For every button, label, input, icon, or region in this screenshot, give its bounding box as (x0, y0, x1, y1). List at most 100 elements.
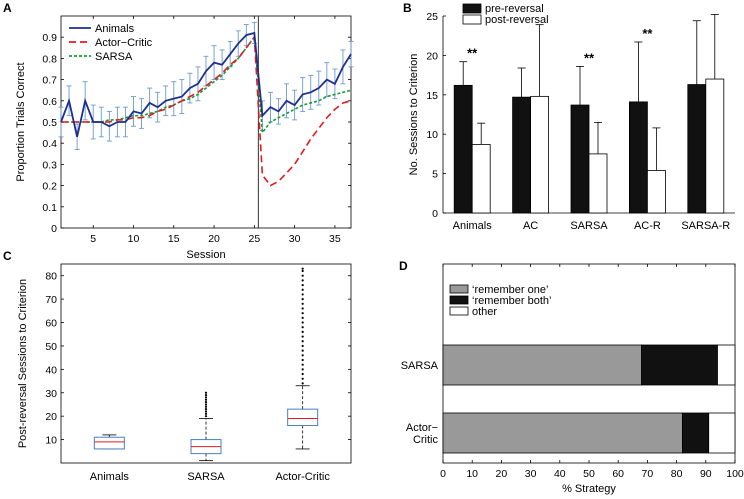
outlier (301, 267, 304, 270)
panel-d: D 0 10 20 30 40 50 60 70 80 90 100 % Strategy SARSA Ac… (399, 259, 744, 495)
outlier (204, 415, 208, 418)
legend-swatch (462, 3, 482, 14)
panel-letter-c: C (3, 249, 12, 263)
bar-post-reversal (471, 144, 491, 214)
x-tick-label: 30 (525, 468, 537, 480)
legend-label: Actor−Critic (95, 37, 153, 49)
x-tick-label: SARSA-R (681, 220, 730, 232)
outlier (301, 335, 304, 338)
panel-letter-a: A (3, 1, 12, 15)
significance-marker: ** (467, 46, 478, 61)
y-tick-label: 60 (45, 318, 57, 330)
y-tick-label: 20 (426, 50, 438, 62)
outlier (204, 401, 208, 404)
outlier (301, 302, 304, 305)
outlier (204, 394, 208, 397)
x-tick-label: 20 (208, 233, 220, 245)
x-tick-label: 30 (289, 233, 301, 245)
x-tick-label: AC (523, 220, 538, 232)
y-tick-label: 0.5 (42, 117, 57, 129)
series-line-animals (60, 31, 352, 138)
legend-label: post-reversal (485, 14, 549, 26)
outlier (301, 321, 304, 324)
panel-letter-b: B (403, 1, 412, 15)
outlier (301, 307, 304, 310)
y-tick-label: 0.1 (42, 202, 57, 214)
outlier (301, 358, 304, 362)
x-tick-label: 20 (496, 468, 508, 480)
outlier (204, 403, 208, 406)
x-tick-label: 80 (671, 468, 683, 480)
y-tick-label: 0 (432, 208, 438, 220)
x-tick-label: 10 (128, 233, 140, 245)
outlier (301, 330, 304, 333)
x-tick-label: 5 (90, 233, 96, 245)
outlier (301, 269, 304, 273)
y-tick-label: 50 (45, 341, 57, 353)
outlier (204, 391, 208, 394)
legend-swatch (449, 306, 469, 316)
x-tick-label: 70 (642, 468, 654, 480)
legend-swatch (449, 295, 469, 305)
outlier (204, 408, 208, 411)
significance-marker: ** (584, 50, 595, 65)
outlier (301, 279, 304, 282)
x-axis-label: % Strategy (562, 483, 616, 495)
x-tick-label: 0 (440, 468, 446, 480)
y-tick-label: Critic (413, 434, 439, 446)
panel-a: A 0 0.1 0.2 0.3 0.4 0.5 0.6 0.7 0.8 0.9 5 10 15 20 25 30… (3, 1, 354, 261)
y-axis-label: Post-reversal Sessions to Criterion (17, 279, 29, 448)
panel-c: C 10 20 30 40 50 60 70 80 Post-reversal Sessions … (3, 249, 352, 483)
y-tick-label: 70 (45, 294, 57, 306)
y-tick-label: 15 (426, 90, 438, 102)
x-tick-label: 50 (583, 468, 595, 480)
y-axis-label: Proportion Trials Correct (15, 62, 27, 181)
x-tick-label: 60 (612, 468, 624, 480)
y-tick-label: 10 (426, 129, 438, 141)
bar-post-reversal (647, 170, 666, 214)
outlier (301, 377, 304, 380)
x-tick-label: 10 (466, 468, 478, 480)
outlier (301, 382, 304, 385)
x-tick-label: SARSA (187, 471, 225, 483)
x-axis-label: Session (186, 249, 225, 261)
y-tick-label: 80 (45, 271, 57, 283)
bar-post-reversal (588, 153, 608, 214)
outlier (301, 349, 304, 352)
legend-label: Animals (95, 23, 135, 35)
outlier (301, 293, 304, 296)
y-tick-label: 40 (45, 364, 57, 376)
y-tick-label: 30 (45, 388, 57, 400)
y-tick-label: 0 (51, 223, 57, 235)
bar-segment (641, 344, 718, 386)
outlier (301, 368, 304, 371)
bar-pre-reversal (512, 96, 531, 214)
outlier (204, 405, 208, 408)
bar-pre-reversal (687, 84, 707, 214)
bar-segment (442, 344, 642, 386)
outlier (301, 316, 304, 319)
outlier (301, 354, 304, 357)
outlier (301, 344, 304, 348)
outlier (301, 372, 304, 376)
outlier (204, 410, 208, 413)
x-tick-label: 25 (248, 233, 260, 245)
box (93, 436, 125, 450)
x-tick-label: Animals (90, 471, 130, 483)
legend-label: ‘remember both’ (472, 295, 551, 307)
x-tick-label: Animals (453, 220, 493, 232)
outlier (301, 283, 304, 287)
plot-frame (60, 263, 352, 464)
bar-segment (708, 412, 736, 454)
outlier (301, 274, 304, 277)
outlier (301, 298, 304, 301)
y-tick-label: 20 (45, 411, 57, 423)
bar-post-reversal (705, 78, 725, 214)
y-tick-label: Actor− (406, 422, 438, 434)
y-tick-label: 10 (45, 435, 57, 447)
legend-label: pre-reversal (485, 3, 544, 15)
x-tick-label: 40 (554, 468, 566, 480)
y-tick-label: 0.3 (42, 159, 57, 171)
bar-segment (717, 344, 736, 386)
x-tick-label: Actor-Critic (275, 471, 330, 483)
